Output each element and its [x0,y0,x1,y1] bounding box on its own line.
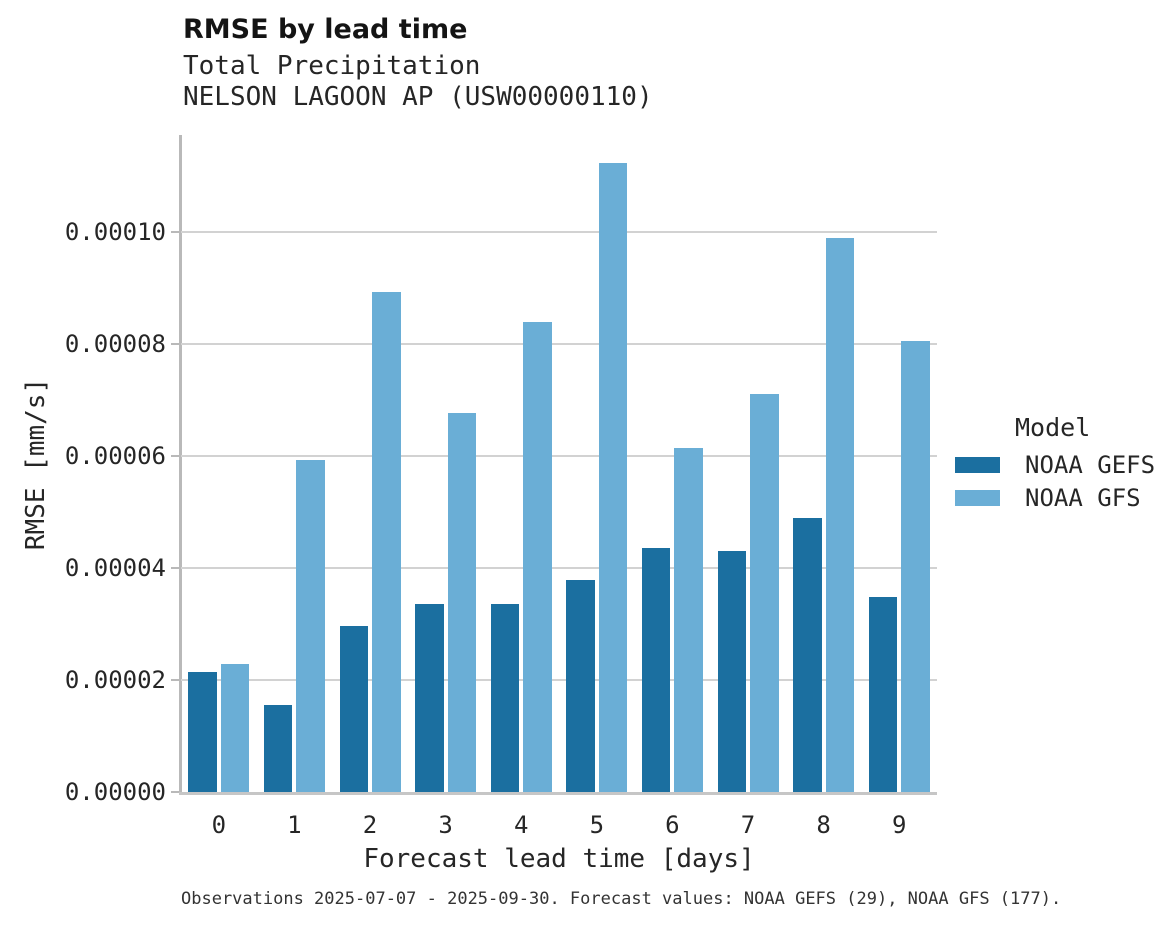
legend-entry-label: NOAA GEFS [1025,451,1156,479]
bar-noaa-gefs-lead-9 [868,597,898,792]
legend-entry-noaa-gfs: NOAA GFS [955,485,1141,511]
bar-noaa-gfs-lead-3 [447,413,477,792]
y-axis-spine [179,135,182,792]
x-tick-label: 9 [891,811,907,839]
gridline [181,230,937,233]
page-title: RMSE by lead time [183,14,468,45]
y-tick-label: 0.00008 [64,329,166,358]
bar-noaa-gfs-lead-4 [523,321,552,792]
gridline [181,678,937,681]
plot-area [179,135,937,795]
gridline [181,566,937,569]
bar-noaa-gfs-lead-0 [220,664,250,792]
bar-noaa-gefs-lead-3 [415,604,444,792]
y-tick-label: 0.00004 [64,553,166,582]
y-tick-label: 0.00000 [64,778,166,806]
bar-noaa-gfs-lead-7 [750,394,779,792]
bar-noaa-gefs-lead-6 [641,548,671,792]
x-tick-label: 8 [816,811,831,839]
bar-noaa-gfs-lead-6 [674,448,703,792]
legend-swatch-noaa-gfs [955,490,1000,506]
bar-noaa-gfs-lead-8 [825,237,855,792]
x-tick-label: 5 [589,811,605,839]
chart-subtitle-variable: Total Precipitation [183,51,481,81]
bar-noaa-gefs-lead-5 [566,580,595,792]
y-tick-mark [171,566,179,569]
gridline [181,454,937,457]
legend-entry-noaa-gefs: NOAA GEFS [955,452,1155,478]
bar-noaa-gefs-lead-2 [339,626,368,792]
bar-noaa-gfs-lead-1 [296,460,325,792]
y-tick-mark [171,678,179,681]
bar-noaa-gefs-lead-0 [188,671,217,792]
y-tick-label: 0.00006 [64,441,166,470]
chart-subtitle-station: NELSON LAGOON AP (USW00000110) [183,82,653,112]
x-axis-title: Forecast lead time [days] [363,844,755,874]
y-tick-mark [171,454,179,457]
bar-noaa-gefs-lead-4 [490,603,520,792]
x-tick-label: 7 [740,811,756,839]
y-tick-mark [171,230,179,233]
x-tick-label: 3 [438,811,453,839]
y-tick-label: 0.00010 [64,217,166,246]
x-axis-spine [179,792,937,795]
x-tick-label: 4 [513,811,529,839]
bar-noaa-gefs-lead-8 [793,517,822,792]
bar-noaa-gefs-lead-7 [717,551,746,792]
bar-noaa-gfs-lead-9 [901,340,930,792]
bar-noaa-gfs-lead-2 [372,292,401,792]
gridline [181,342,937,345]
y-tick-label: 0.00002 [64,665,166,694]
legend-title: Model [1015,413,1091,442]
x-tick-label: 1 [287,811,302,839]
legend-swatch-noaa-gefs [955,457,1000,473]
bar-noaa-gefs-lead-1 [263,705,293,792]
x-tick-label: 0 [211,811,227,839]
bar-noaa-gfs-lead-5 [598,163,628,792]
legend-entry-label: NOAA GFS [1025,484,1141,512]
x-tick-label: 6 [665,811,680,839]
y-tick-mark [171,342,179,345]
caption: Observations 2025-07-07 - 2025-09-30. Fo… [181,889,1062,909]
y-tick-mark [171,791,179,793]
x-tick-label: 2 [362,811,378,839]
